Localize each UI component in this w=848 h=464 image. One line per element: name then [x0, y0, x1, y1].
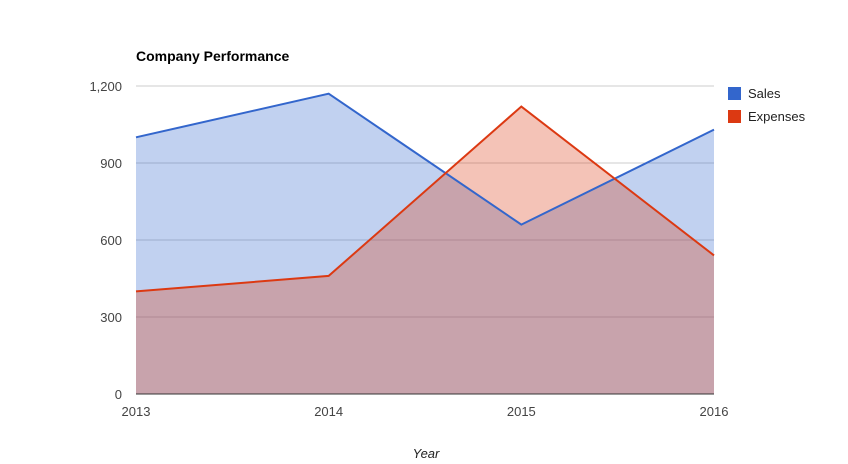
- legend-item-sales[interactable]: Sales: [728, 86, 781, 101]
- gridlines: [136, 85, 714, 318]
- x-tick-label: 2014: [314, 404, 343, 419]
- legend-label: Expenses: [748, 109, 806, 124]
- legend-label: Sales: [748, 86, 781, 101]
- x-tick-label: 2013: [122, 404, 151, 419]
- x-tick-label: 2016: [700, 404, 729, 419]
- x-axis-label: Year: [413, 446, 440, 461]
- y-tick-label: 0: [115, 387, 122, 402]
- legend-item-expenses[interactable]: Expenses: [728, 109, 806, 124]
- x-tick-label: 2015: [507, 404, 536, 419]
- line-expenses: [135, 105, 715, 293]
- area-expenses: [136, 106, 714, 395]
- y-tick-label: 1,200: [89, 79, 122, 94]
- y-tick-label: 300: [100, 310, 122, 325]
- x-axis-ticks: 2013 2014 2015 2016: [122, 404, 729, 419]
- legend-swatch: [728, 87, 741, 100]
- y-axis-ticks: 0 300 600 900 1,200: [89, 79, 122, 402]
- legend-swatch: [728, 110, 741, 123]
- series-areas: [136, 93, 714, 395]
- chart-title: Company Performance: [136, 48, 289, 64]
- y-tick-label: 600: [100, 233, 122, 248]
- series-lines: [135, 92, 715, 293]
- y-tick-label: 900: [100, 156, 122, 171]
- line-sales: [135, 92, 715, 226]
- legend[interactable]: Sales Expenses: [728, 86, 806, 124]
- area-sales: [136, 93, 714, 394]
